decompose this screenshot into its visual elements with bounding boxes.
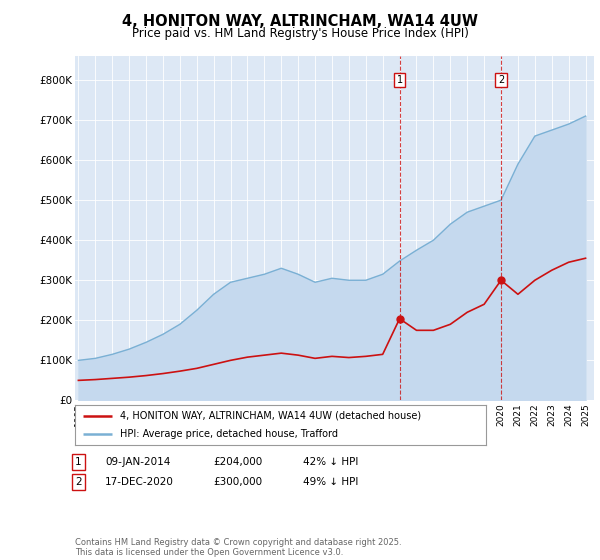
Text: 42% ↓ HPI: 42% ↓ HPI [303,457,358,467]
Text: £204,000: £204,000 [213,457,262,467]
Text: 09-JAN-2014: 09-JAN-2014 [105,457,170,467]
Text: Price paid vs. HM Land Registry's House Price Index (HPI): Price paid vs. HM Land Registry's House … [131,27,469,40]
Text: 4, HONITON WAY, ALTRINCHAM, WA14 4UW: 4, HONITON WAY, ALTRINCHAM, WA14 4UW [122,14,478,29]
Text: 1: 1 [397,75,403,85]
Text: £300,000: £300,000 [213,477,262,487]
Text: 2: 2 [75,477,82,487]
Text: 2: 2 [498,75,504,85]
Text: 1: 1 [75,457,82,467]
Text: 4, HONITON WAY, ALTRINCHAM, WA14 4UW (detached house): 4, HONITON WAY, ALTRINCHAM, WA14 4UW (de… [120,411,421,421]
Text: 17-DEC-2020: 17-DEC-2020 [105,477,174,487]
Text: 49% ↓ HPI: 49% ↓ HPI [303,477,358,487]
Text: HPI: Average price, detached house, Trafford: HPI: Average price, detached house, Traf… [120,430,338,439]
Text: Contains HM Land Registry data © Crown copyright and database right 2025.
This d: Contains HM Land Registry data © Crown c… [75,538,401,557]
